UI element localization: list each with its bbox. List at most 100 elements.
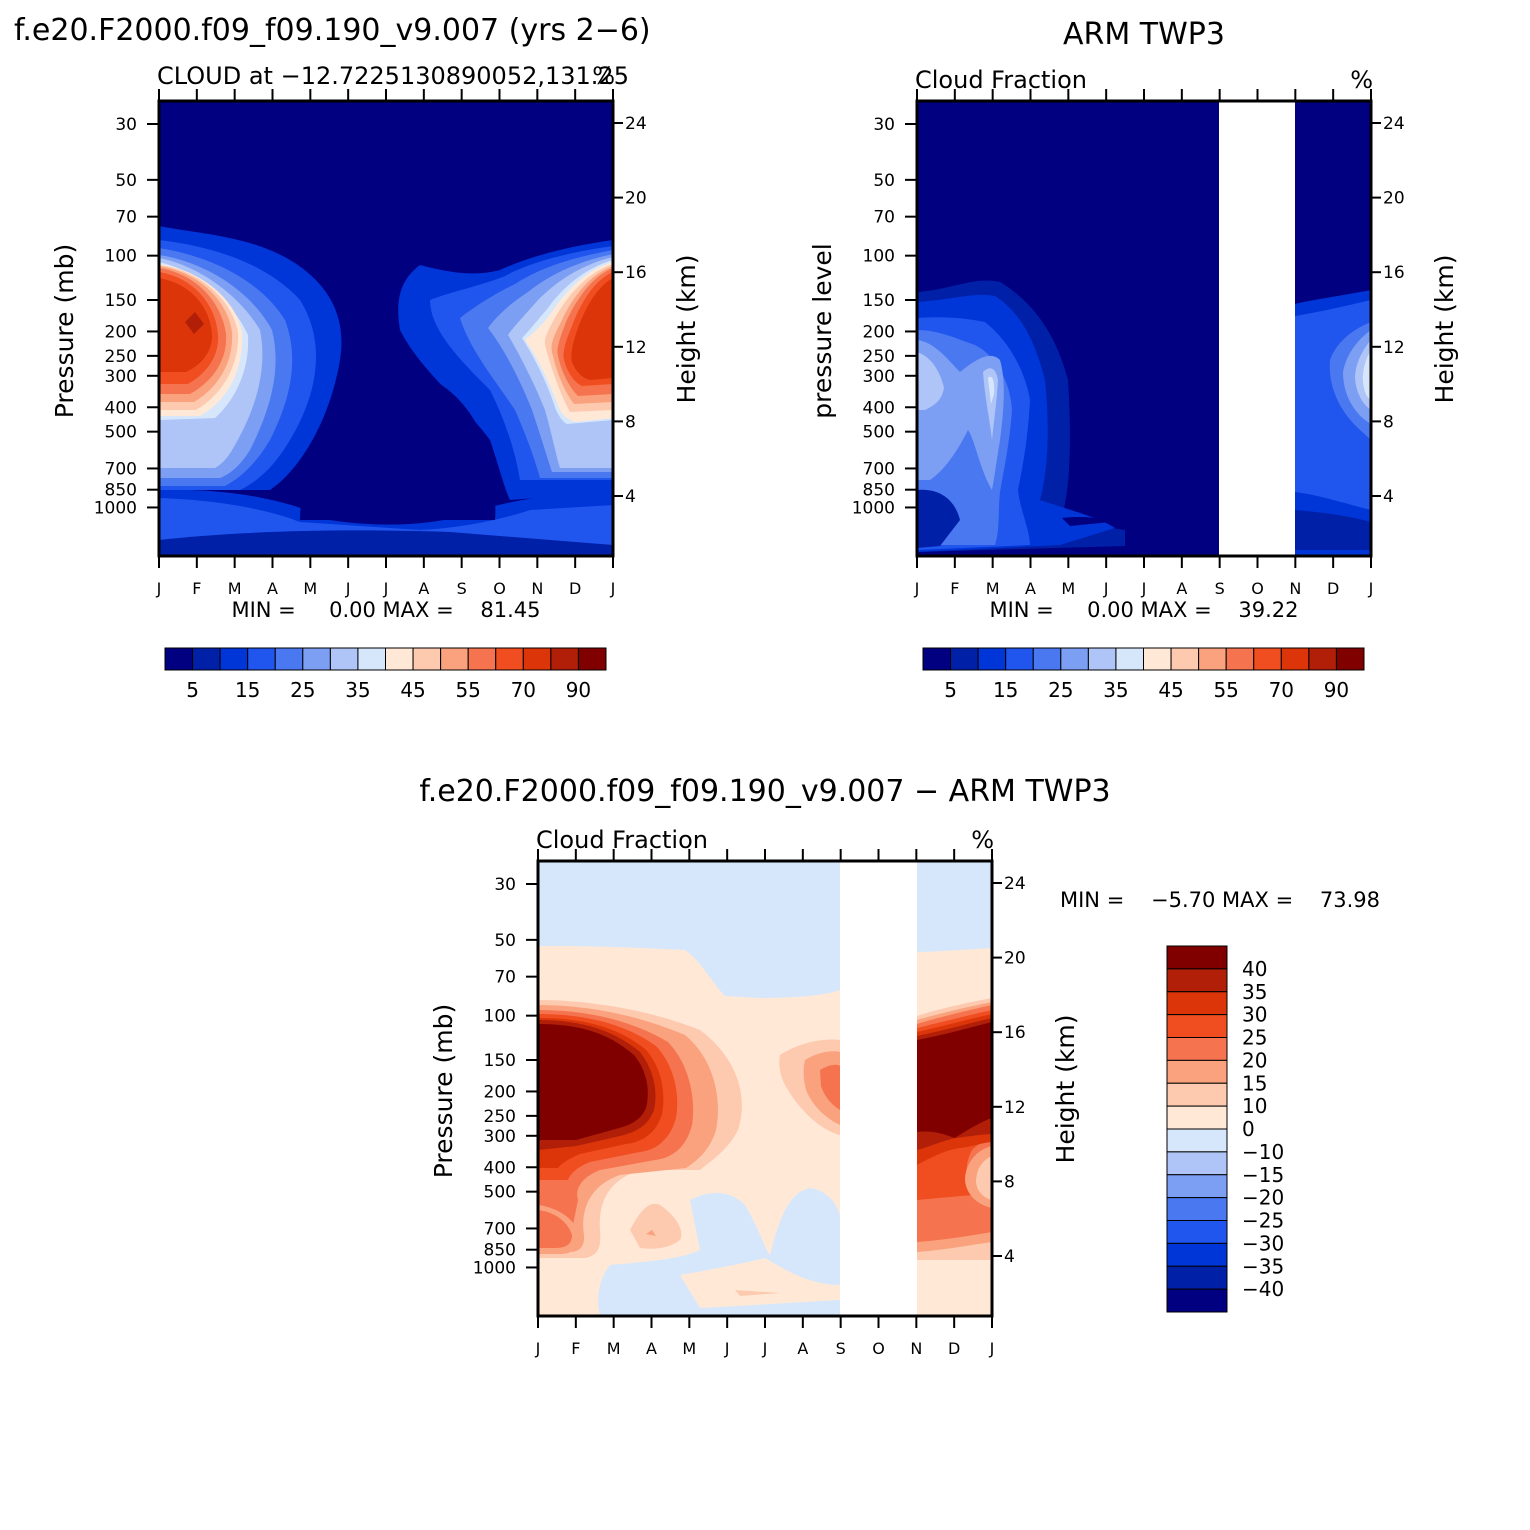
panel1-month-label: N — [531, 579, 543, 598]
panel2-colorbar-swatch — [1308, 647, 1337, 671]
panel3-colorbar-swatch — [1166, 1105, 1228, 1130]
panel2-colorbar-swatch — [1087, 647, 1117, 671]
panel1-height-label: 16 — [625, 263, 647, 283]
panel2-height-label: 12 — [1383, 338, 1405, 358]
panel2-colorbar-label: 5 — [944, 678, 957, 702]
panel3-pressure-label: 250 — [484, 1107, 516, 1127]
panel3-ylabel-right: Height (km) — [1051, 1015, 1080, 1164]
panel3-contour-field — [538, 861, 992, 1316]
panel1-month-label: J — [345, 579, 351, 598]
panel2-colorbar-swatch — [1060, 647, 1089, 671]
panel1-pressure-label: 150 — [105, 291, 137, 311]
panel3-colorbar-swatch — [1166, 1242, 1228, 1267]
panel1-height-label: 24 — [625, 114, 647, 134]
panel2-colorbar: 5 15 25 35 45 55 70 90 — [922, 647, 1365, 702]
panel1-month-label: M — [228, 579, 242, 598]
panel2-colorbar-swatch — [1280, 647, 1310, 671]
panel3-colorbar-label: −30 — [1242, 1231, 1284, 1255]
panel3-pressure-label: 30 — [494, 875, 516, 895]
panel3-pressure-label: 1000 — [473, 1258, 516, 1278]
panel2-colorbar-label: 25 — [1048, 678, 1073, 702]
panel1-month-label: S — [457, 579, 467, 598]
panel1-colorbar-label: 90 — [566, 678, 591, 702]
panel1-height-label: 12 — [625, 338, 647, 358]
panel3-colorbar-swatch — [1166, 945, 1228, 970]
panel3-colorbar-label: 25 — [1242, 1026, 1267, 1050]
panel2-colorbar-swatch — [1005, 647, 1034, 671]
panel1-height-label: 4 — [625, 487, 636, 507]
panel3-pressure-label: 300 — [484, 1127, 516, 1147]
panel1-pressure-label: 850 — [105, 481, 137, 501]
panel3-height-label: 16 — [1004, 1023, 1026, 1043]
panel1-month-label: O — [493, 579, 506, 598]
panel2-pressure-label: 1000 — [852, 498, 895, 518]
panel3-colorbar-swatch — [1166, 1082, 1228, 1107]
panel1-colorbar-swatch — [440, 647, 469, 671]
panel3-colorbar-label: 20 — [1242, 1048, 1267, 1072]
panel1-height-label: 20 — [625, 189, 647, 209]
panel3-pressure-label: 50 — [494, 931, 516, 951]
panel1-colorbar-label: 25 — [290, 678, 315, 702]
panel1-ylabel-right: Height (km) — [672, 255, 701, 404]
panel3-colorbar-swatch — [1166, 968, 1228, 993]
panel3-month-label: J — [724, 1339, 730, 1358]
panel1-pressure-label: 250 — [105, 347, 137, 367]
panel3-colorbar-swatch — [1166, 1220, 1228, 1244]
panel1-contour-field — [159, 101, 613, 556]
panel1-pressure-label: 30 — [115, 115, 137, 135]
panel3-height-label: 20 — [1004, 949, 1026, 969]
panel1-colorbar-label: 55 — [455, 678, 480, 702]
panel3-month-label: N — [910, 1339, 922, 1358]
panel2-pressure-label: 200 — [863, 322, 895, 342]
panel3-month-label: D — [948, 1339, 960, 1358]
panel3-colorbar-label: −20 — [1242, 1186, 1284, 1210]
panel1-colorbar-swatch — [164, 647, 194, 671]
panel2-month-label: D — [1327, 579, 1339, 598]
panel1-colorbar-swatch — [522, 647, 552, 671]
panel2-colorbar-swatch — [950, 647, 979, 671]
panel3-colorbar-label: 35 — [1242, 980, 1267, 1004]
panel3-month-label: J — [535, 1339, 541, 1358]
panel2-pressure-label: 150 — [863, 291, 895, 311]
panel2-month-label: N — [1289, 579, 1301, 598]
panel2-pressure-label: 400 — [863, 398, 895, 418]
panel1-month-label: J — [383, 579, 389, 598]
panel2-month-label: A — [1025, 579, 1036, 598]
panel2-pressure-label: 300 — [863, 367, 895, 387]
panel1-colorbar-label: 15 — [235, 678, 260, 702]
panel2-colorbar-label: 45 — [1158, 678, 1183, 702]
panel2-month-label: O — [1251, 579, 1264, 598]
panel1-pressure-label: 200 — [105, 322, 137, 342]
panel3-ylabel: Pressure (mb) — [429, 1004, 458, 1178]
panel3-month-label: J — [989, 1339, 995, 1358]
panel2-month-label: S — [1215, 579, 1225, 598]
panel3-colorbar-swatch — [1166, 1059, 1228, 1084]
panel3-month-label: F — [571, 1339, 580, 1358]
panel3-height-label: 12 — [1004, 1098, 1026, 1118]
panel2-height-label: 4 — [1383, 487, 1394, 507]
panel2-month-label: M — [986, 579, 1000, 598]
panel3-pressure-label: 400 — [484, 1158, 516, 1178]
panel1-subtitle-left: CLOUD at −12.7225130890052,131.25 — [157, 62, 629, 90]
panel2-subtitle-left: Cloud Fraction — [915, 66, 1087, 94]
panel3-colorbar-label: −40 — [1242, 1277, 1284, 1301]
panel2-pressure-label: 50 — [873, 171, 895, 191]
panel1-colorbar-label: 5 — [186, 678, 199, 702]
panel3-height-label: 24 — [1004, 874, 1026, 894]
panel1-ylabel: Pressure (mb) — [50, 244, 79, 418]
panel1-colorbar-label: 70 — [511, 678, 536, 702]
panel1-colorbar-swatch — [357, 647, 386, 671]
panel3-month-label: J — [762, 1339, 768, 1358]
panel2-colorbar-swatch — [977, 647, 1007, 671]
panel1-month-label: D — [569, 579, 581, 598]
panel3-pressure-label: 70 — [494, 968, 516, 988]
panel1-pressure-label: 50 — [115, 171, 137, 191]
panel2-month-label: A — [1176, 579, 1187, 598]
panel2-height-label: 20 — [1383, 189, 1405, 209]
panel3-colorbar-swatch — [1166, 1288, 1228, 1313]
panel3-colorbar-label: −35 — [1242, 1254, 1284, 1278]
panel3-colorbar-label: −15 — [1242, 1163, 1284, 1187]
panel3-pressure-label: 150 — [484, 1051, 516, 1071]
